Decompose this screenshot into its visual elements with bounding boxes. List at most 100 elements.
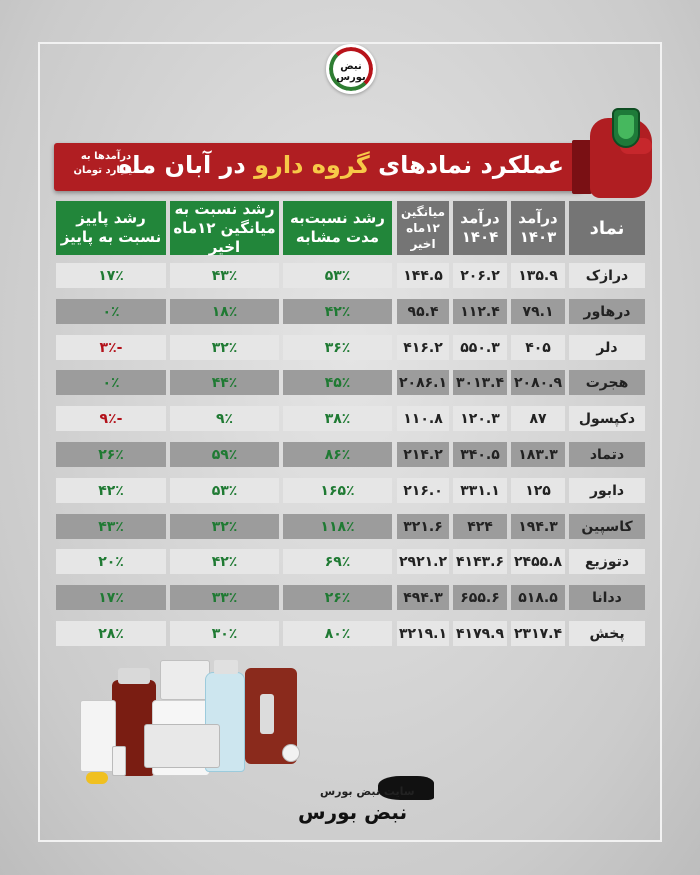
cell-growth-vs-avg: ۳۲٪ (170, 335, 279, 360)
cell-rev-1403: ۵۱۸.۵ (511, 585, 565, 610)
vial-icon (112, 746, 126, 776)
brand-logo: نبض بورس (326, 44, 376, 94)
title-banner: عملکرد نمادهای گروه دارو در آبان ماه (54, 143, 582, 191)
cell-growth-yoy: ۱۱۸٪ (283, 514, 392, 539)
cell-avg-12m: ۱۴۴.۵ (397, 263, 449, 288)
cell-rev-1404: ۴۱۷۹.۹ (453, 621, 507, 646)
cell-rev-1403: ۱۹۴.۳ (511, 514, 565, 539)
cell-rev-1404: ۱۱۲.۴ (453, 299, 507, 324)
cell-rev-1404: ۴۱۴۳.۶ (453, 549, 507, 574)
pill-icon (282, 744, 300, 762)
shield-inner-icon (618, 115, 634, 139)
cell-avg-12m: ۲۰۸۶.۱ (397, 370, 449, 395)
header-growth-vs-autumn: رشد پاییز نسبت به پاییز (56, 201, 166, 255)
cell-rev-1404: ۳۳۱.۱ (453, 478, 507, 503)
cell-growth-vs-avg: ۵۹٪ (170, 442, 279, 467)
cell-rev-1404: ۵۵۰.۳ (453, 335, 507, 360)
content-frame (38, 42, 662, 842)
syrup-cap-icon (214, 660, 238, 674)
cell-symbol: درهاور (569, 299, 645, 324)
cell-symbol: دلر (569, 335, 645, 360)
bottle-cap-icon (118, 668, 150, 684)
cell-symbol: دتماد (569, 442, 645, 467)
cell-symbol: پخش (569, 621, 645, 646)
page-title: عملکرد نمادهای گروه دارو در آبان ماه (118, 151, 564, 179)
cell-rev-1404: ۲۰۶.۲ (453, 263, 507, 288)
cell-growth-yoy: ۱۶۵٪ (283, 478, 392, 503)
cell-rev-1404: ۱۲۰.۳ (453, 406, 507, 431)
fist-cuff (572, 140, 592, 194)
cell-growth-vs-autumn: ۱۷٪ (56, 585, 166, 610)
shield-icon (612, 108, 640, 148)
cell-symbol: دکپسول (569, 406, 645, 431)
cell-growth-vs-autumn: ۲۸٪ (56, 621, 166, 646)
cell-avg-12m: ۴۱۶.۲ (397, 335, 449, 360)
capsule-icon (86, 772, 108, 784)
cell-rev-1403: ۱۲۵ (511, 478, 565, 503)
title-part1: عملکرد نمادهای (378, 151, 564, 179)
logo-text: نبض بورس (336, 61, 366, 83)
brand-wordmark: نبض بورس (298, 800, 408, 824)
cell-symbol: دابور (569, 478, 645, 503)
cell-avg-12m: ۲۱۶.۰ (397, 478, 449, 503)
cell-growth-vs-autumn: ۲۶٪ (56, 442, 166, 467)
blister-pack-icon (80, 700, 116, 772)
header-avg-12m: میانگین ۱۲ماه اخیر (397, 201, 449, 255)
cell-growth-vs-avg: ۳۲٪ (170, 514, 279, 539)
cell-avg-12m: ۲۱۴.۲ (397, 442, 449, 467)
cell-growth-vs-autumn: ۱۷٪ (56, 263, 166, 288)
cell-avg-12m: ۳۲۱.۶ (397, 514, 449, 539)
cell-growth-yoy: ۵۳٪ (283, 263, 392, 288)
cell-rev-1403: ۲۳۱۷.۴ (511, 621, 565, 646)
title-part2: در آبان ماه (118, 151, 246, 179)
cell-growth-vs-avg: ۱۸٪ (170, 299, 279, 324)
cell-growth-vs-autumn: ۴۳٪ (56, 514, 166, 539)
cell-growth-yoy: ۲۶٪ (283, 585, 392, 610)
cell-rev-1404: ۳۴۰.۵ (453, 442, 507, 467)
cell-rev-1403: ۲۰۸۰.۹ (511, 370, 565, 395)
cell-growth-vs-avg: ۹٪ (170, 406, 279, 431)
title-highlight: گروه دارو (254, 151, 370, 179)
cell-growth-vs-autumn: ۰٪ (56, 299, 166, 324)
cell-avg-12m: ۳۲۱۹.۱ (397, 621, 449, 646)
cell-rev-1404: ۶۵۵.۶ (453, 585, 507, 610)
cell-growth-vs-avg: ۳۰٪ (170, 621, 279, 646)
cell-avg-12m: ۲۹۲۱.۲ (397, 549, 449, 574)
cell-rev-1403: ۷۹.۱ (511, 299, 565, 324)
cell-growth-vs-avg: ۴۴٪ (170, 370, 279, 395)
cell-growth-vs-autumn: ۰٪ (56, 370, 166, 395)
spray-icon (260, 694, 274, 734)
cell-rev-1404: ۴۲۴ (453, 514, 507, 539)
cell-rev-1404: ۳۰۱۳.۴ (453, 370, 507, 395)
cell-rev-1403: ۱۸۳.۳ (511, 442, 565, 467)
cell-growth-vs-autumn: ۴۲٪ (56, 478, 166, 503)
cell-rev-1403: ۲۴۵۵.۸ (511, 549, 565, 574)
cell-rev-1403: ۸۷ (511, 406, 565, 431)
cell-growth-vs-avg: ۳۳٪ (170, 585, 279, 610)
cell-growth-vs-autumn: -۳٪ (56, 335, 166, 360)
cell-symbol: کاسپین (569, 514, 645, 539)
cell-growth-yoy: ۳۸٪ (283, 406, 392, 431)
cell-growth-yoy: ۳۶٪ (283, 335, 392, 360)
tablet-strip-icon (144, 724, 220, 768)
cell-symbol: دتوزیع (569, 549, 645, 574)
cell-symbol: هجرت (569, 370, 645, 395)
cell-rev-1403: ۱۳۵.۹ (511, 263, 565, 288)
bull-icon (378, 776, 434, 800)
cell-growth-vs-autumn: ۲۰٪ (56, 549, 166, 574)
logo-ring (329, 47, 373, 91)
cell-growth-yoy: ۴۵٪ (283, 370, 392, 395)
cell-growth-yoy: ۸۶٪ (283, 442, 392, 467)
cell-growth-vs-autumn: -۹٪ (56, 406, 166, 431)
header-rev-1404: درآمد ۱۴۰۴ (453, 201, 507, 255)
cell-avg-12m: ۱۱۰.۸ (397, 406, 449, 431)
cell-symbol: ددانا (569, 585, 645, 610)
cell-rev-1403: ۴۰۵ (511, 335, 565, 360)
cell-growth-yoy: ۴۲٪ (283, 299, 392, 324)
site-label: سایت نبض بورس (320, 785, 415, 798)
cell-avg-12m: ۴۹۴.۳ (397, 585, 449, 610)
cell-growth-yoy: ۸۰٪ (283, 621, 392, 646)
units-note: درآمدها به میلیارد تومان (73, 151, 139, 176)
cell-growth-yoy: ۶۹٪ (283, 549, 392, 574)
pill-box-icon (160, 660, 210, 700)
